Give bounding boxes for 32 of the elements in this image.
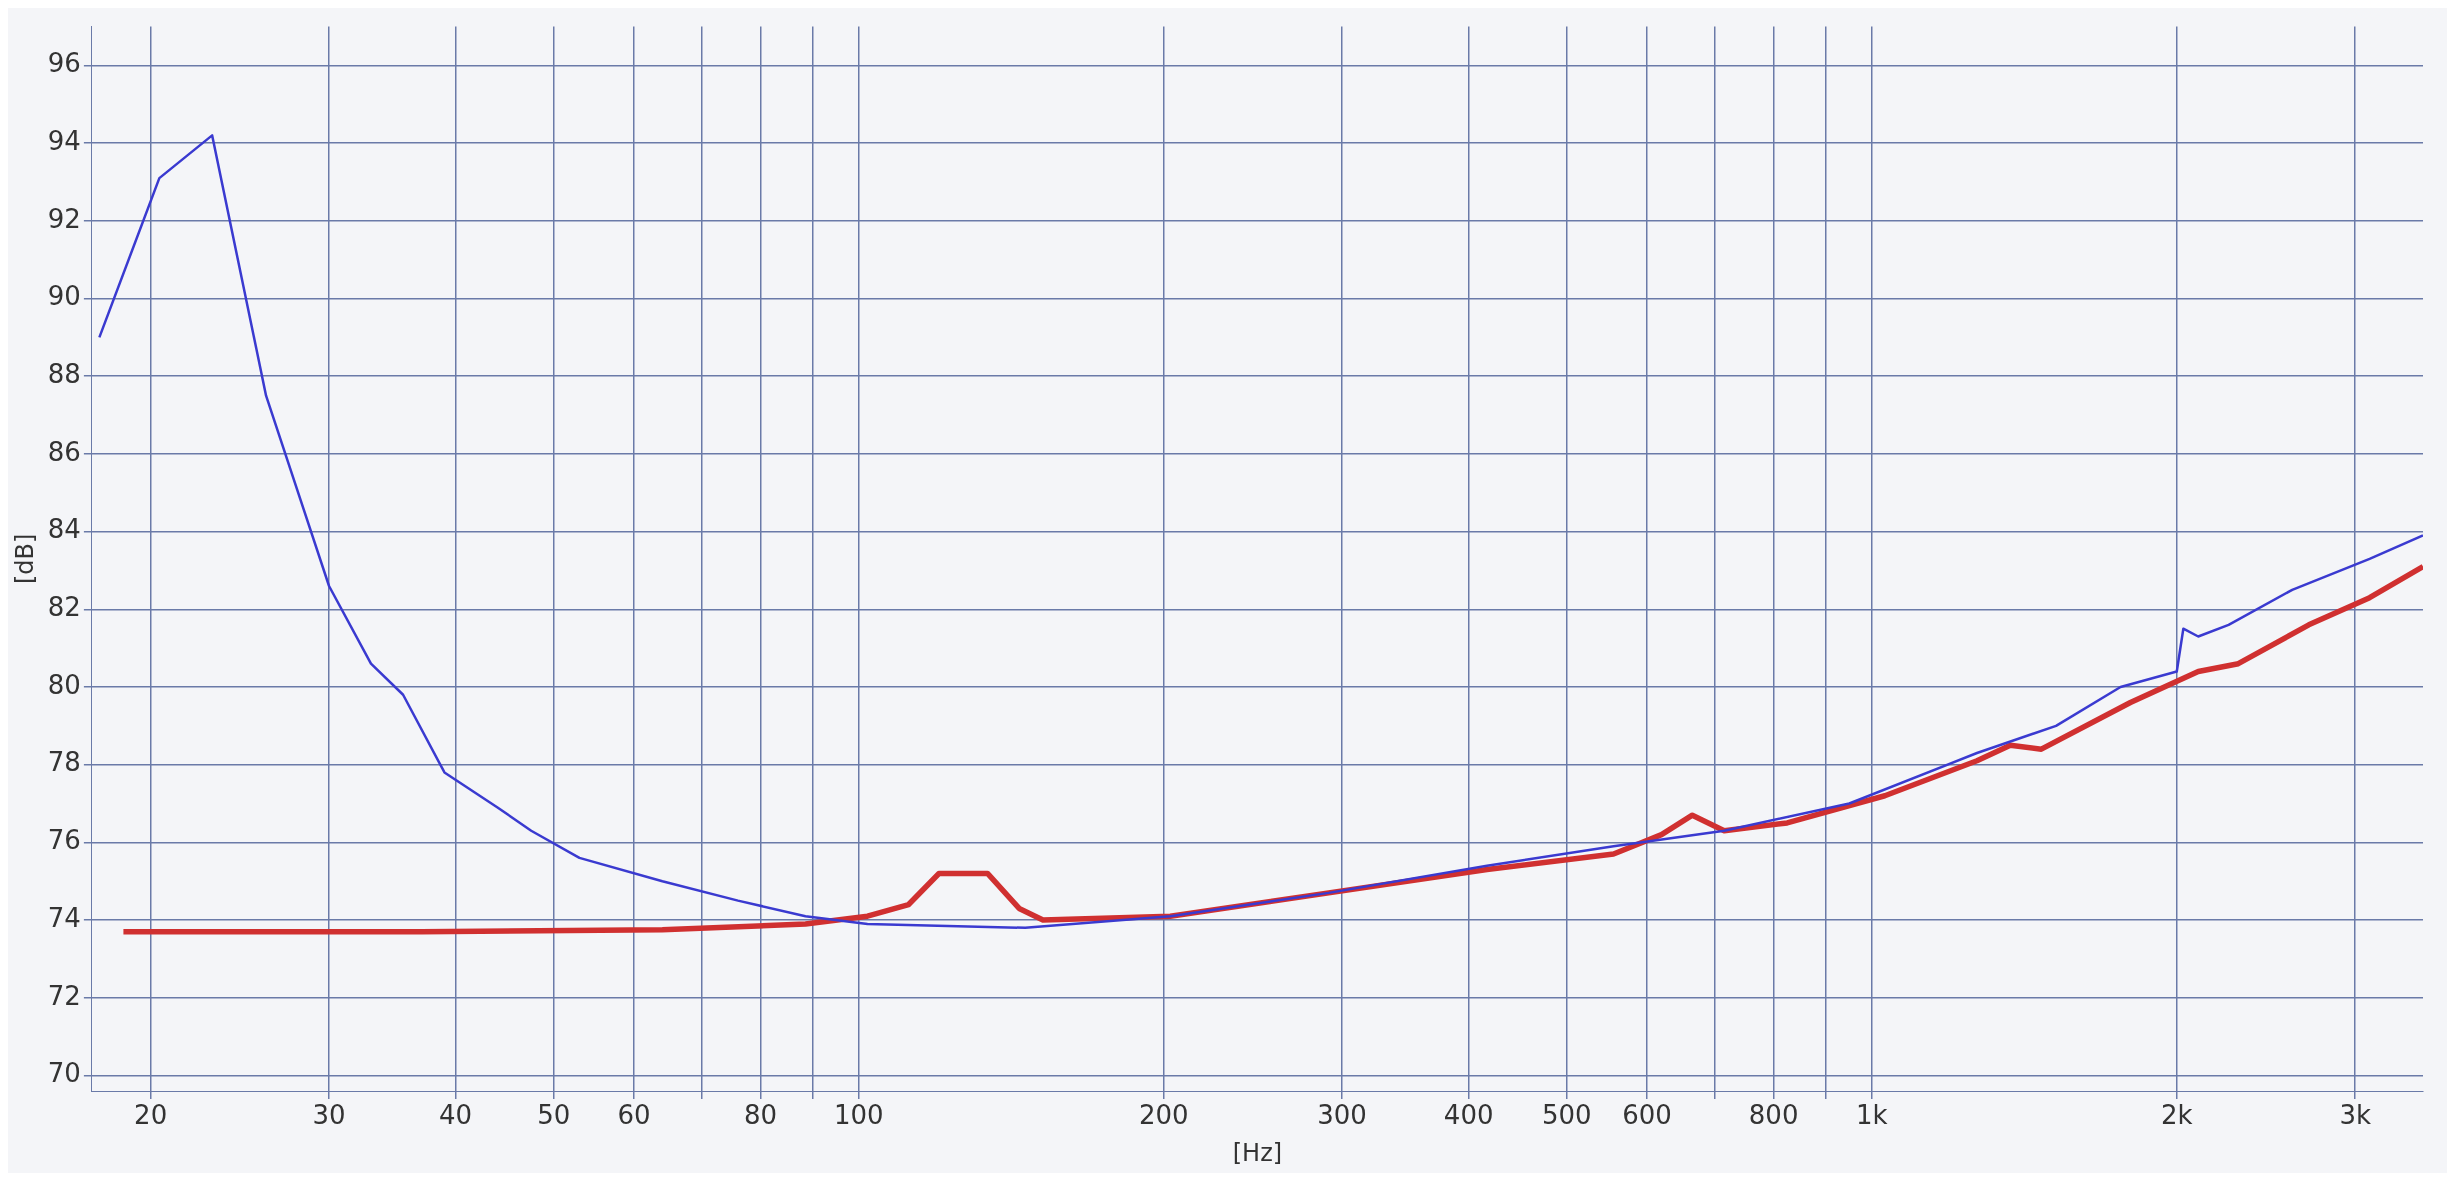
y-axis-title: [dB] bbox=[10, 533, 39, 585]
x-axis-title: [Hz] bbox=[1232, 1138, 1283, 1167]
y-tick-label: 74 bbox=[47, 902, 81, 933]
x-tick-label: 100 bbox=[833, 1100, 884, 1131]
x-tick-label: 20 bbox=[134, 1100, 168, 1131]
y-tick-label: 92 bbox=[47, 203, 81, 234]
y-tick-label: 82 bbox=[47, 592, 81, 623]
x-tick-label: 600 bbox=[1622, 1100, 1672, 1131]
y-tick-label: 90 bbox=[47, 281, 81, 312]
x-tick-label: 30 bbox=[312, 1100, 346, 1131]
x-tick-label: 80 bbox=[744, 1100, 778, 1131]
x-tick-label: 1k bbox=[1856, 1100, 1888, 1131]
y-tick-label: 96 bbox=[47, 48, 81, 79]
x-tick-label: 2k bbox=[2160, 1100, 2193, 1131]
x-tick-label: 500 bbox=[1542, 1100, 1592, 1131]
y-tick-label: 84 bbox=[47, 514, 81, 545]
x-tick-label: 60 bbox=[617, 1100, 651, 1131]
x-tick-label: 400 bbox=[1443, 1100, 1494, 1131]
y-tick-label: 70 bbox=[47, 1058, 81, 1089]
x-tick-label: 40 bbox=[439, 1100, 473, 1131]
y-tick-label: 94 bbox=[47, 125, 81, 156]
x-tick-label: 50 bbox=[537, 1100, 571, 1131]
y-tick-label: 78 bbox=[47, 747, 81, 778]
y-tick-label: 76 bbox=[47, 825, 81, 856]
x-tick-label: 200 bbox=[1138, 1100, 1189, 1131]
y-tick-label: 88 bbox=[47, 358, 81, 389]
x-tick-label: 800 bbox=[1748, 1100, 1799, 1131]
x-tick-label: 300 bbox=[1317, 1100, 1367, 1131]
y-tick-label: 80 bbox=[47, 669, 81, 700]
y-tick-label: 72 bbox=[47, 980, 81, 1011]
x-tick-label: 3k bbox=[2339, 1100, 2371, 1131]
y-tick-label: 86 bbox=[47, 436, 81, 467]
